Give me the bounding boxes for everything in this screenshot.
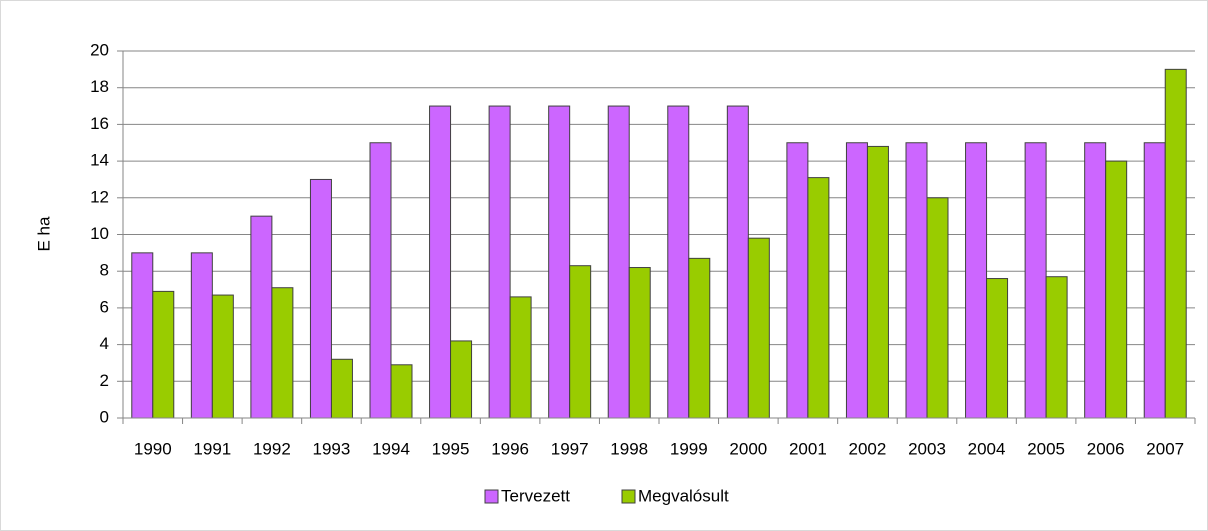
y-tick-label: 10 <box>90 224 109 243</box>
y-tick-label: 16 <box>90 114 109 133</box>
y-tick-label: 8 <box>100 261 109 280</box>
bar <box>1084 142 1107 419</box>
y-tick-label: 18 <box>90 77 109 96</box>
x-tick-label: 2002 <box>849 439 887 458</box>
x-tick-label: 1997 <box>551 439 589 458</box>
x-tick-label: 2006 <box>1087 439 1125 458</box>
y-tick-label: 4 <box>100 334 109 353</box>
bar <box>250 215 273 419</box>
bar <box>905 142 928 419</box>
legend-swatch <box>621 489 636 504</box>
bar <box>726 105 749 419</box>
y-tick-label: 0 <box>100 407 109 426</box>
bar <box>926 197 949 419</box>
x-tick-label: 2004 <box>968 439 1006 458</box>
y-tick-label: 2 <box>100 371 109 390</box>
bar <box>607 105 630 419</box>
bar <box>152 290 175 419</box>
bar <box>965 142 988 419</box>
bar <box>807 177 830 419</box>
x-tick-label: 1998 <box>610 439 648 458</box>
bar <box>1024 142 1047 419</box>
x-tick-label: 2000 <box>729 439 767 458</box>
bar <box>986 278 1009 419</box>
bar <box>211 294 234 419</box>
bar <box>509 296 532 419</box>
x-tick-label: 1993 <box>313 439 351 458</box>
x-tick-label: 1992 <box>253 439 291 458</box>
x-tick-label: 1994 <box>372 439 410 458</box>
y-tick-label: 6 <box>100 297 109 316</box>
bar <box>488 105 511 419</box>
x-tick-label: 2001 <box>789 439 827 458</box>
x-tick-label: 2003 <box>908 439 946 458</box>
y-tick-label: 14 <box>90 151 109 170</box>
x-tick-label: 1991 <box>193 439 231 458</box>
bar <box>688 257 711 419</box>
x-tick-label: 2007 <box>1146 439 1184 458</box>
bar <box>628 267 651 419</box>
x-tick-label: 1995 <box>432 439 470 458</box>
bar <box>786 142 809 419</box>
legend-label: Megvalósult <box>638 486 729 505</box>
bar <box>866 145 889 419</box>
y-tick-label: 12 <box>90 187 109 206</box>
bar <box>569 265 592 419</box>
bar <box>390 364 413 419</box>
bar <box>429 105 452 419</box>
bar <box>1105 160 1128 419</box>
bar <box>747 237 770 419</box>
bar <box>131 252 154 419</box>
bar <box>1045 276 1068 419</box>
legend-swatch <box>484 489 499 504</box>
x-tick-label: 1990 <box>134 439 172 458</box>
bar <box>369 142 392 419</box>
x-tick-label: 1996 <box>491 439 529 458</box>
bar <box>667 105 690 419</box>
bar <box>845 142 868 419</box>
y-tick-label: 20 <box>90 40 109 59</box>
bar <box>271 287 294 419</box>
bar <box>450 340 473 419</box>
bar <box>1164 68 1187 419</box>
bar <box>190 252 213 419</box>
bar <box>548 105 571 419</box>
x-tick-label: 1999 <box>670 439 708 458</box>
bar <box>330 358 353 419</box>
bar <box>309 178 332 419</box>
x-tick-label: 2005 <box>1027 439 1065 458</box>
y-axis-label: E ha <box>34 216 53 252</box>
legend-label: Tervezett <box>501 486 570 505</box>
bar <box>1143 142 1166 419</box>
